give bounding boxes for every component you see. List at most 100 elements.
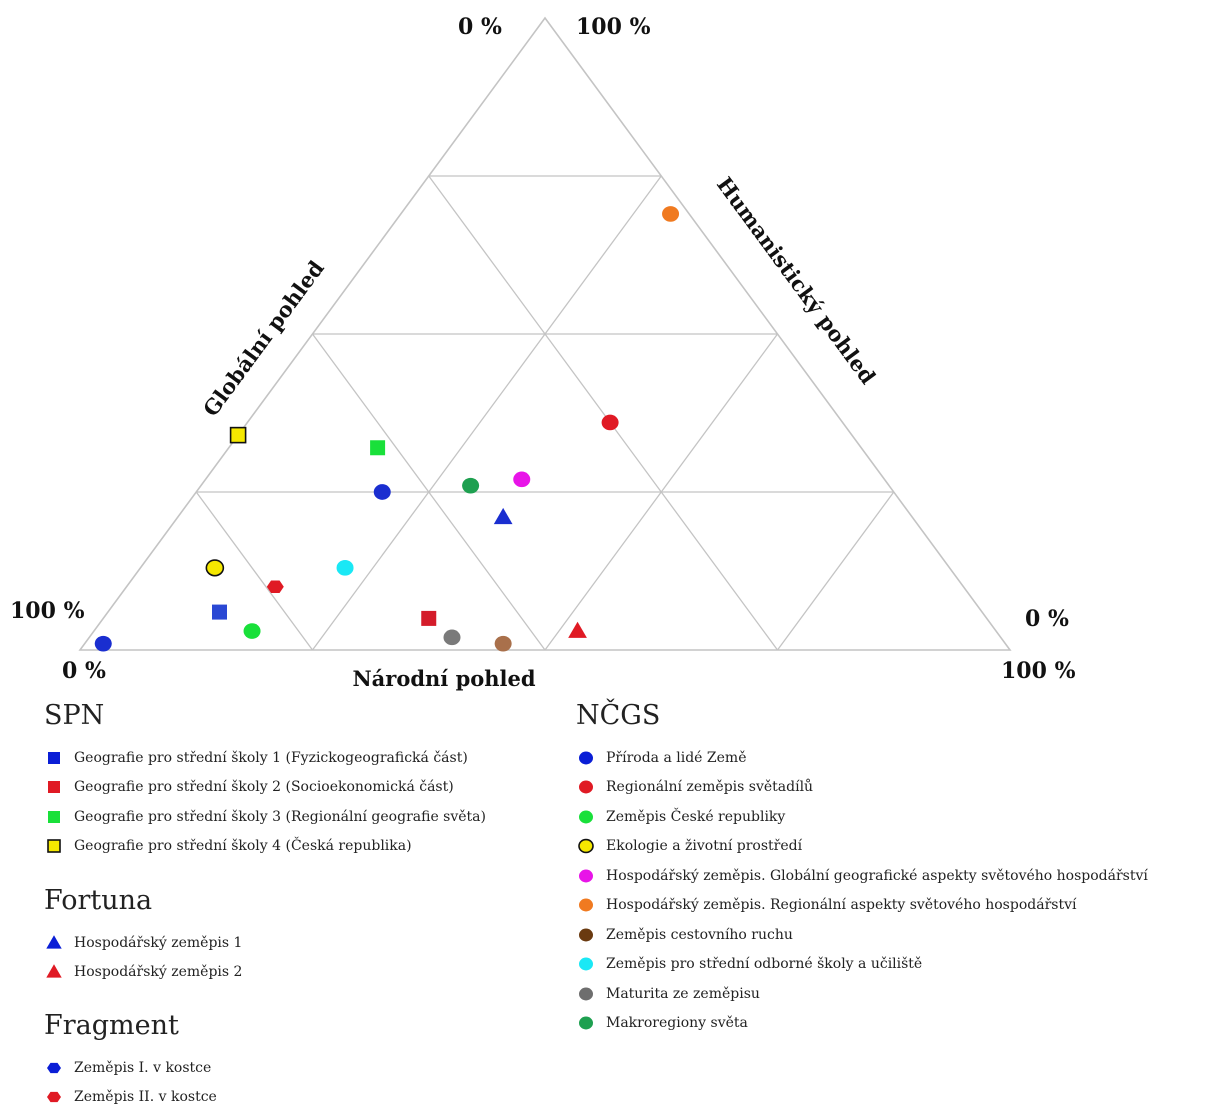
grid-line — [313, 176, 662, 650]
legend-item: Hospodářský zeměpis 2 — [44, 958, 242, 988]
legend-list: Geografie pro střední školy 1 (Fyzickoge… — [44, 743, 486, 861]
corner-label-top-right: 100 % — [576, 14, 651, 40]
legend-item: Hospodářský zeměpis 1 — [44, 928, 242, 958]
legend-marker-icon — [576, 866, 606, 886]
legend-marker-icon — [576, 836, 606, 856]
legend-marker-icon — [576, 777, 606, 797]
legend-label: Hospodářský zeměpis 1 — [74, 935, 242, 951]
data-point — [494, 508, 513, 524]
data-point — [513, 472, 530, 488]
legend-marker-shape — [48, 840, 60, 852]
legend-item: Regionální zeměpis světadílů — [576, 773, 1148, 803]
legend-item: Hospodářský zeměpis. Globální geografick… — [576, 861, 1148, 891]
corner-label-top-left: 0 % — [458, 14, 502, 40]
legend-marker-icon — [576, 925, 606, 945]
legend-marker-icon — [44, 748, 74, 768]
data-point — [212, 605, 227, 620]
data-point — [337, 560, 354, 576]
legend-marker-shape — [579, 751, 593, 764]
legend-marker-icon — [576, 895, 606, 915]
legend-label: Zeměpis II. v kostce — [74, 1089, 217, 1105]
legend-marker-icon — [44, 1087, 74, 1107]
legend-item: Geografie pro střední školy 1 (Fyzickoge… — [44, 743, 486, 773]
legend-marker-shape — [47, 1063, 61, 1073]
legend-label: Hospodářský zeměpis. Regionální aspekty … — [606, 897, 1076, 913]
legend-marker-shape — [579, 810, 593, 823]
data-points — [95, 206, 679, 651]
legend-item: Ekologie a životní prostředí — [576, 832, 1148, 862]
legend-marker-shape — [579, 928, 593, 941]
legend-list: Hospodářský zeměpis 1 Hospodářský zeměpis… — [44, 928, 242, 987]
legend-marker-shape — [579, 958, 593, 971]
legend-marker-shape — [579, 781, 593, 794]
legend-label: Regionální zeměpis světadílů — [606, 779, 813, 795]
legend-marker-icon — [576, 954, 606, 974]
legend-label: Hospodářský zeměpis. Globální geografick… — [606, 868, 1148, 884]
corner-label-bottom-right: 100 % — [1001, 658, 1076, 684]
legend-marker-icon — [576, 748, 606, 768]
legend-label: Geografie pro střední školy 1 (Fyzickoge… — [74, 750, 468, 766]
legend-list: Zeměpis I. v kostce Zeměpis II. v kostce — [44, 1053, 217, 1112]
legend-label: Maturita ze zeměpisu — [606, 986, 760, 1002]
grid-line — [778, 492, 894, 650]
legend-item: Geografie pro střední školy 4 (Česká rep… — [44, 832, 486, 862]
legend-marker-icon — [44, 836, 74, 856]
legend-marker-icon — [44, 962, 74, 982]
legend-item: Zeměpis cestovního ruchu — [576, 920, 1148, 950]
legend-marker-icon — [44, 1058, 74, 1078]
legend-marker-shape — [48, 781, 60, 793]
data-point — [244, 623, 261, 639]
legend-marker-shape — [46, 965, 61, 978]
legend-label: Ekologie a životní prostředí — [606, 838, 802, 854]
ternary-chart: 0 % 100 % 100 % 0 % 0 % 100 % Globální p… — [0, 0, 1226, 700]
legend-item: Geografie pro střední školy 3 (Regionáln… — [44, 802, 486, 832]
axis-title-bottom: Národní pohled — [352, 666, 535, 691]
data-point — [231, 428, 246, 443]
legend-marker-shape — [47, 1092, 61, 1102]
legend-label: Geografie pro střední školy 4 (Česká rep… — [74, 838, 412, 854]
data-point — [462, 478, 479, 494]
data-point — [602, 415, 619, 431]
legend-item: Zeměpis České republiky — [576, 802, 1148, 832]
legend-marker-shape — [579, 1017, 593, 1030]
legend-marker-shape — [579, 840, 593, 853]
data-point — [495, 636, 512, 652]
legend-marker-icon — [576, 984, 606, 1004]
data-point — [206, 560, 223, 576]
legend-group-title: Fragment — [44, 1010, 179, 1041]
chart-grid — [196, 176, 894, 650]
legend-label: Geografie pro střední školy 2 (Socioekon… — [74, 779, 454, 795]
data-point — [370, 440, 385, 455]
corner-label-bottom-left: 0 % — [62, 658, 106, 684]
legend-marker-icon — [576, 1013, 606, 1033]
legend-group-title: NČGS — [576, 700, 660, 731]
legend-marker-icon — [44, 777, 74, 797]
legend-marker-shape — [579, 899, 593, 912]
legend-item: Zeměpis I. v kostce — [44, 1053, 217, 1083]
legend-label: Zeměpis pro střední odborné školy a učil… — [606, 956, 922, 972]
legend-item: Maturita ze zeměpisu — [576, 979, 1148, 1009]
legend-marker-shape — [46, 935, 61, 948]
grid-line — [429, 176, 778, 650]
data-point — [662, 206, 679, 222]
legend-item: Zeměpis pro střední odborné školy a učil… — [576, 950, 1148, 980]
corner-label-left: 100 % — [10, 598, 85, 624]
legend-marker-shape — [579, 987, 593, 1000]
legend-item: Geografie pro střední školy 2 (Socioekon… — [44, 773, 486, 803]
data-point — [95, 636, 112, 652]
legend-item: Příroda a lidé Země — [576, 743, 1148, 773]
legend-label: Makroregiony světa — [606, 1015, 748, 1031]
legend-label: Hospodářský zeměpis 2 — [74, 964, 242, 980]
legend-marker-icon — [44, 933, 74, 953]
data-point — [421, 611, 436, 626]
data-point — [568, 622, 587, 638]
legend-group-title: Fortuna — [44, 885, 152, 916]
legend-marker-shape — [48, 811, 60, 823]
legend-marker-shape — [579, 869, 593, 882]
legend-label: Zeměpis České republiky — [606, 809, 785, 825]
legend-marker-icon — [576, 807, 606, 827]
legend-marker-icon — [44, 807, 74, 827]
legend-label: Příroda a lidé Země — [606, 750, 747, 766]
legend-item: Hospodářský zeměpis. Regionální aspekty … — [576, 891, 1148, 921]
data-point — [444, 630, 461, 646]
